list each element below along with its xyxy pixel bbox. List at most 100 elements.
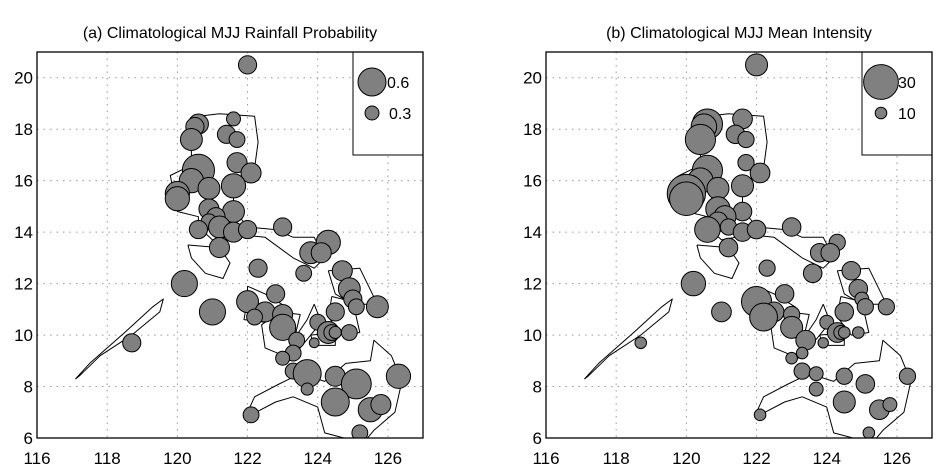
station-bubble bbox=[856, 298, 874, 316]
station-bubble bbox=[237, 55, 258, 75]
station-bubble bbox=[737, 154, 755, 172]
plot-area bbox=[75, 55, 412, 438]
station-bubble bbox=[634, 336, 648, 350]
station-bubble bbox=[170, 270, 198, 298]
legend-marker bbox=[357, 67, 387, 97]
y-tick-label: 20 bbox=[523, 69, 542, 88]
x-tick-label: 116 bbox=[23, 449, 50, 468]
y-tick-label: 16 bbox=[523, 172, 542, 191]
station-bubble bbox=[730, 174, 755, 198]
station-bubble bbox=[718, 237, 739, 258]
station-bubble bbox=[711, 301, 732, 323]
y-tick-label: 10 bbox=[523, 326, 542, 345]
station-bubble bbox=[808, 366, 824, 382]
y-tick-label: 6 bbox=[533, 429, 542, 448]
coastline bbox=[584, 298, 673, 380]
x-tick-label: 116 bbox=[532, 449, 559, 468]
station-bubble bbox=[837, 326, 851, 339]
station-bubble bbox=[753, 408, 767, 422]
station-bubble bbox=[684, 123, 716, 156]
station-bubble bbox=[310, 242, 332, 264]
station-bubble bbox=[746, 219, 767, 240]
y-tick-label: 16 bbox=[14, 172, 33, 191]
coastline bbox=[75, 298, 164, 380]
coastline bbox=[756, 339, 912, 438]
x-tick-label: 122 bbox=[233, 449, 261, 468]
station-bubble bbox=[197, 176, 221, 200]
station-bubble bbox=[198, 298, 227, 326]
station-bubble bbox=[340, 324, 358, 341]
station-bubble bbox=[237, 219, 258, 240]
station-bubble bbox=[781, 217, 802, 237]
station-bubble bbox=[179, 128, 203, 151]
legend-label: 0.3 bbox=[389, 106, 411, 123]
station-bubble bbox=[737, 130, 755, 149]
station-bubble bbox=[228, 131, 246, 148]
plot-area bbox=[584, 53, 917, 438]
legend-marker bbox=[874, 106, 888, 120]
station-bubble bbox=[817, 337, 829, 349]
x-tick-label: 118 bbox=[94, 449, 121, 468]
x-tick-label: 124 bbox=[813, 449, 841, 468]
x-tick-label: 124 bbox=[304, 449, 332, 468]
station-bubble bbox=[164, 186, 190, 212]
station-bubble bbox=[325, 302, 345, 322]
station-bubble bbox=[220, 173, 247, 199]
station-bubble bbox=[862, 426, 876, 438]
station-bubble bbox=[266, 284, 286, 304]
station-bubble bbox=[328, 325, 342, 340]
y-tick-label: 12 bbox=[523, 275, 542, 294]
axes-frame bbox=[36, 51, 424, 439]
station-bubble bbox=[832, 390, 856, 414]
station-bubble bbox=[882, 397, 898, 413]
station-bubble bbox=[240, 162, 262, 184]
station-bubble bbox=[835, 367, 853, 385]
station-bubble bbox=[226, 111, 241, 127]
y-tick-label: 8 bbox=[533, 378, 542, 397]
station-bubble bbox=[340, 368, 372, 400]
x-tick-label: 126 bbox=[883, 449, 911, 468]
legend-box bbox=[352, 51, 424, 156]
legend-label: 30 bbox=[898, 75, 916, 92]
station-bubble bbox=[898, 367, 917, 385]
station-bubble bbox=[795, 346, 809, 360]
station-bubble bbox=[745, 53, 769, 77]
station-bubble bbox=[320, 387, 350, 417]
station-bubble bbox=[706, 176, 730, 200]
station-bubble bbox=[246, 308, 263, 326]
chart-title: (a) Climatological MJJ Rainfall Probabil… bbox=[83, 25, 377, 42]
x-tick-label: 122 bbox=[742, 449, 770, 468]
station-bubble bbox=[749, 302, 778, 332]
station-bubble bbox=[855, 374, 876, 394]
station-bubble bbox=[242, 406, 260, 424]
legend-label: 10 bbox=[898, 106, 916, 123]
y-tick-label: 12 bbox=[14, 275, 33, 294]
station-bubble bbox=[820, 242, 841, 263]
x-tick-label: 120 bbox=[163, 449, 191, 468]
station-bubble bbox=[308, 337, 320, 349]
station-bubble bbox=[248, 258, 268, 278]
coastline bbox=[327, 267, 378, 305]
station-bubble bbox=[680, 270, 707, 297]
axes-frame bbox=[545, 51, 933, 439]
station-bubble bbox=[273, 217, 293, 237]
station-bubble bbox=[269, 313, 297, 341]
panel-a: (a) Climatological MJJ Rainfall Probabil… bbox=[14, 25, 424, 468]
chart-title: (b) Climatological MJJ Mean Intensity bbox=[606, 25, 872, 42]
legend-marker bbox=[364, 105, 380, 121]
station-bubble bbox=[780, 315, 804, 339]
y-tick-label: 14 bbox=[523, 223, 542, 242]
x-tick-label: 126 bbox=[374, 449, 402, 468]
legend-label: 0.6 bbox=[387, 75, 409, 92]
station-bubble bbox=[749, 162, 771, 184]
station-bubble bbox=[852, 326, 865, 339]
station-bubble bbox=[774, 284, 795, 304]
x-tick-label: 118 bbox=[603, 449, 630, 468]
station-bubble bbox=[300, 382, 314, 396]
y-tick-label: 10 bbox=[14, 326, 33, 345]
legend-marker bbox=[863, 64, 899, 100]
y-tick-label: 6 bbox=[24, 429, 33, 448]
station-bubble bbox=[795, 329, 817, 351]
station-bubble bbox=[122, 333, 142, 353]
